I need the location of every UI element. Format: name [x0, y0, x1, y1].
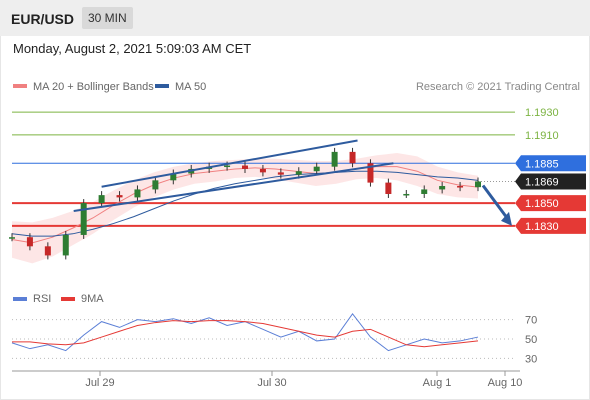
- candle-body: [224, 165, 231, 168]
- channel-upper-line: [101, 139, 358, 188]
- candle-body: [421, 189, 428, 194]
- level-tag-support: [515, 195, 586, 212]
- x-tick-label: Aug 10: [488, 377, 523, 389]
- candle-body: [170, 173, 177, 181]
- candle-body: [134, 189, 141, 198]
- candle-body: [62, 234, 69, 256]
- rsi-tick-label: 30: [525, 353, 537, 365]
- candle-body: [152, 180, 159, 190]
- level-tag-pivot: [515, 155, 586, 172]
- candle-body: [295, 171, 302, 175]
- candle-body: [277, 172, 284, 175]
- level-label-1.1930: 1.1930: [525, 107, 559, 119]
- level-tag-support: [515, 217, 586, 234]
- x-tick-label: Aug 1: [423, 377, 452, 389]
- rsi-tick-label: 50: [525, 334, 537, 346]
- level-label-1.1869: 1.1869: [525, 176, 559, 188]
- level-tag-current: [515, 173, 586, 190]
- bollinger-band: [12, 153, 478, 264]
- forecast-arrow-shaft: [481, 184, 509, 219]
- rsi-tick-label: 70: [525, 315, 537, 327]
- forecast-arrow-head: [501, 211, 512, 226]
- candle-body: [475, 181, 481, 188]
- candle-body: [80, 203, 87, 235]
- ma50-legend-label: MA 50: [175, 81, 206, 93]
- candle-body: [44, 246, 51, 256]
- candle-body: [403, 193, 410, 196]
- x-tick-label: Jul 30: [257, 377, 286, 389]
- ma20-legend-swatch: [13, 84, 27, 88]
- level-label-1.1850: 1.1850: [525, 198, 559, 210]
- candle-body: [242, 165, 248, 169]
- instrument-label: EUR/USD: [11, 11, 75, 27]
- candle-body: [313, 166, 320, 172]
- candle-body: [457, 186, 464, 188]
- level-label-1.1885: 1.1885: [525, 158, 559, 170]
- ma20-legend-label: MA 20 + Bollinger Bands: [33, 81, 154, 93]
- credit-label: Research © 2021 Trading Central: [416, 81, 580, 93]
- channel-lower-line: [73, 162, 394, 213]
- rsi-legend-swatch: [13, 297, 27, 301]
- candle-body: [26, 237, 33, 247]
- candle-body: [331, 151, 338, 167]
- candle-body: [367, 163, 374, 183]
- header-bar: EUR/USD 30 MIN: [0, 0, 590, 36]
- level-label-1.1830: 1.1830: [525, 221, 559, 233]
- rsi-legend-label: RSI: [33, 293, 51, 305]
- rsi-ma-line: [12, 320, 479, 348]
- candle-body: [98, 195, 105, 204]
- candle-body: [9, 237, 15, 239]
- candle-body: [439, 186, 446, 190]
- date-line: Monday, August 2, 2021 5:09:03 AM CET: [13, 41, 252, 56]
- candle-body: [259, 168, 266, 173]
- level-label-1.1910: 1.1910: [525, 130, 559, 142]
- x-tick-label: Jul 29: [85, 377, 114, 389]
- candle-body: [116, 195, 123, 198]
- candle-body: [385, 182, 392, 194]
- ma50-line: [11, 170, 479, 237]
- rsi-ma-legend-label: 9MA: [81, 293, 104, 305]
- timeframe-button[interactable]: 30 MIN: [82, 7, 133, 29]
- candle-body: [349, 151, 356, 164]
- ma50-legend-swatch: [155, 84, 169, 88]
- rsi-ma-legend-swatch: [61, 297, 75, 301]
